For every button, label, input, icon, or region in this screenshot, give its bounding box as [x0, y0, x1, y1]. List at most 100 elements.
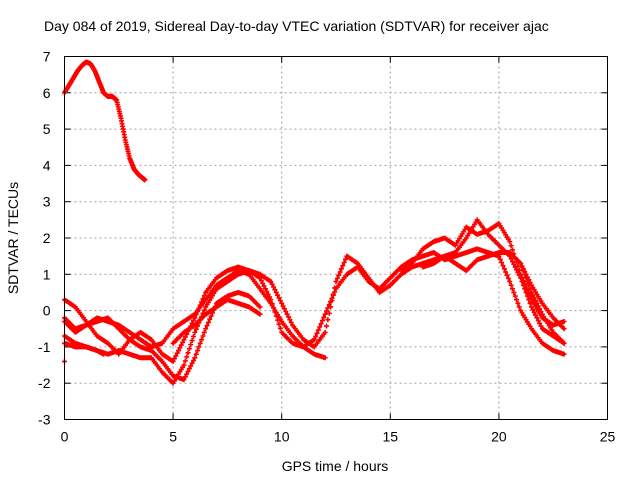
x-tick-label: 10 — [274, 429, 290, 445]
data-point — [500, 263, 506, 269]
data-points — [62, 59, 567, 386]
data-point — [561, 340, 567, 346]
y-tick-label: 5 — [43, 121, 51, 137]
data-point — [271, 284, 277, 290]
x-tick-label: 0 — [61, 429, 69, 445]
data-point — [269, 281, 275, 287]
data-point — [311, 337, 317, 343]
data-point — [533, 298, 539, 304]
x-tick-label: 20 — [491, 429, 507, 445]
data-point — [526, 277, 532, 283]
data-point — [180, 339, 186, 345]
data-point — [340, 263, 346, 269]
data-point — [326, 310, 332, 316]
data-point — [185, 350, 191, 356]
data-point — [526, 290, 532, 296]
y-tick-label: 2 — [43, 230, 51, 246]
series-arc-10 — [518, 260, 567, 332]
data-point — [322, 329, 328, 335]
data-point — [319, 318, 325, 324]
data-point — [501, 266, 507, 272]
data-point — [512, 264, 518, 270]
data-point — [176, 348, 182, 354]
data-point — [264, 289, 270, 295]
data-point — [280, 303, 286, 309]
data-point — [508, 282, 514, 288]
y-axis-label: SDTVAR / TECUs — [5, 182, 21, 294]
data-point — [201, 307, 207, 313]
data-point — [343, 256, 349, 262]
data-point — [338, 266, 344, 272]
data-point — [197, 340, 203, 346]
y-tick-label: 3 — [43, 194, 51, 210]
data-point — [284, 311, 290, 317]
data-point — [537, 320, 543, 326]
data-point — [531, 295, 537, 301]
data-point — [283, 309, 289, 315]
data-point — [272, 287, 278, 293]
data-point — [527, 300, 533, 306]
data-point — [182, 358, 188, 364]
data-point — [336, 272, 342, 278]
data-point — [519, 263, 525, 269]
data-point — [192, 329, 198, 335]
data-point — [277, 325, 283, 331]
data-point — [174, 350, 180, 356]
data-point — [260, 280, 266, 286]
y-tick-label: 1 — [43, 266, 51, 282]
data-point — [170, 358, 176, 364]
series-arc-5 — [62, 268, 328, 361]
data-point — [531, 309, 537, 315]
data-point — [193, 351, 199, 357]
data-point — [508, 243, 514, 249]
data-point — [171, 356, 177, 362]
data-point — [341, 260, 347, 266]
data-point — [315, 327, 321, 333]
data-point — [322, 311, 328, 317]
y-tick-label: 6 — [43, 85, 51, 101]
data-point — [533, 312, 539, 318]
data-point — [190, 318, 196, 324]
data-point — [189, 360, 195, 366]
data-point — [276, 295, 282, 301]
grid — [64, 56, 608, 420]
series-arc-9 — [420, 250, 567, 346]
data-point — [184, 354, 190, 360]
data-point — [535, 318, 541, 324]
x-tick-label: 5 — [169, 429, 177, 445]
data-point — [522, 281, 528, 287]
y-tick-label: 7 — [43, 49, 51, 65]
data-point — [333, 279, 339, 285]
data-point — [200, 296, 206, 302]
data-point — [186, 366, 192, 372]
data-point — [287, 317, 293, 323]
data-point — [509, 247, 515, 253]
data-point — [509, 286, 515, 292]
data-point — [527, 286, 533, 292]
data-point — [524, 274, 530, 280]
data-point — [276, 321, 282, 327]
data-point — [184, 371, 190, 377]
data-point — [275, 292, 281, 298]
data-point — [511, 289, 517, 295]
data-point — [173, 353, 179, 359]
data-point — [497, 256, 503, 262]
data-point — [520, 266, 526, 272]
plot-frame — [64, 56, 608, 420]
data-point — [325, 305, 331, 311]
data-point — [538, 309, 544, 315]
data-point — [523, 271, 529, 277]
data-point — [337, 269, 343, 275]
x-tick-label: 25 — [600, 429, 616, 445]
data-point — [313, 333, 319, 339]
x-tick-label: 15 — [383, 429, 399, 445]
data-point — [193, 326, 199, 332]
data-point — [190, 333, 196, 339]
data-point — [181, 337, 187, 343]
data-point — [534, 300, 540, 306]
data-point — [142, 177, 148, 183]
series-arc-6 — [62, 340, 107, 357]
data-point — [182, 374, 188, 380]
data-point — [266, 294, 272, 300]
